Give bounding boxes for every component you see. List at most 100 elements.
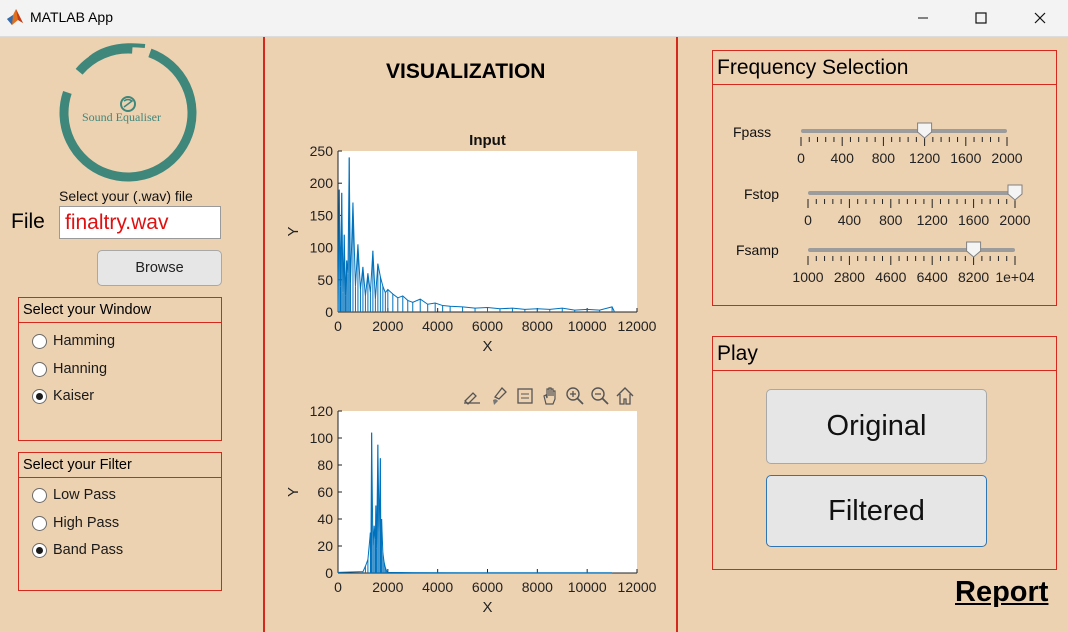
y-tick-label: 120 xyxy=(310,403,334,419)
input-chart[interactable]: Input 0 2000 4000 6000 8000 10000 12000 0 50 100 15… xyxy=(280,125,660,360)
slider-tick-label: 2000 xyxy=(991,150,1022,166)
series-line xyxy=(337,157,616,313)
radio-kaiser[interactable]: Kaiser xyxy=(32,386,94,406)
x-tick-label: 6000 xyxy=(472,318,503,334)
logo: Sound Equaliser xyxy=(50,38,206,188)
frequency-group-title: Frequency Selection xyxy=(717,56,909,79)
y-tick-label: 250 xyxy=(310,143,334,159)
slider-fpass[interactable]: 0 400 800 1200 1600 2000 xyxy=(713,121,1053,171)
x-tick-label: 0 xyxy=(334,579,342,595)
matlab-icon xyxy=(7,9,23,25)
x-axis-label: X xyxy=(482,338,492,355)
slider-tick-label: 2000 xyxy=(999,212,1030,228)
radio-hamming[interactable]: Hamming xyxy=(32,331,115,351)
slider-tick-label: 6400 xyxy=(917,269,948,285)
play-group-title: Play xyxy=(717,342,758,365)
radio-label-kaiser: Kaiser xyxy=(53,388,95,404)
radio-button-hamming[interactable] xyxy=(32,333,47,349)
radio-button-high-pass[interactable] xyxy=(32,515,47,531)
filtered-button[interactable]: Filtered xyxy=(766,475,987,547)
y-tick-label: 200 xyxy=(310,175,334,191)
x-tick-label: 12000 xyxy=(618,579,657,595)
x-tick-label: 8000 xyxy=(522,579,553,595)
maximize-icon xyxy=(975,12,987,24)
report-link[interactable]: Report xyxy=(955,576,1049,608)
slider-tick-label: 2800 xyxy=(834,269,865,285)
filter-group-header: Select your Filter xyxy=(19,453,221,478)
window-group-header: Select your Window xyxy=(19,298,221,323)
radio-button-hanning[interactable] xyxy=(32,361,47,377)
close-button[interactable] xyxy=(1017,0,1063,36)
home-icon[interactable] xyxy=(615,386,635,406)
minimize-button[interactable] xyxy=(900,0,946,36)
radio-label-hanning: Hanning xyxy=(53,361,108,377)
minimize-icon xyxy=(918,17,928,19)
y-tick-label: 150 xyxy=(310,207,334,223)
x-tick-label: 12000 xyxy=(618,318,657,334)
radio-label-high-pass: High Pass xyxy=(53,515,120,531)
x-tick-label: 8000 xyxy=(522,318,553,334)
window-group: Select your Window Hamming Hanning Kaise… xyxy=(18,297,222,441)
y-tick-label: 100 xyxy=(310,240,334,256)
y-tick-label: 0 xyxy=(325,304,333,320)
radio-label-hamming: Hamming xyxy=(53,333,116,349)
frequency-group-header: Frequency Selection xyxy=(713,51,1056,85)
window-group-title: Select your Window xyxy=(23,302,152,318)
zoom-out-icon[interactable] xyxy=(590,386,610,406)
axes-toolbar xyxy=(460,385,640,407)
slider-label-fstop: Fstop xyxy=(744,186,780,202)
radio-button-kaiser[interactable] xyxy=(32,388,47,404)
x-axis-label: X xyxy=(482,599,492,616)
slider-track xyxy=(808,248,1015,252)
slider-tick-label: 0 xyxy=(797,150,805,166)
x-tick-label: 2000 xyxy=(372,579,403,595)
logo-text: Sound Equaliser xyxy=(82,110,161,124)
right-divider xyxy=(676,37,678,632)
datatip-icon[interactable] xyxy=(515,386,535,406)
x-tick-label: 2000 xyxy=(372,318,403,334)
filter-group-title: Select your Filter xyxy=(23,457,132,473)
slider-tick-label: 1200 xyxy=(909,150,940,166)
radio-low-pass[interactable]: Low Pass xyxy=(32,485,116,505)
slider-tick-label: 400 xyxy=(838,212,862,228)
slider-tick-label: 8200 xyxy=(958,269,989,285)
slider-handle xyxy=(966,241,982,258)
brush-icon[interactable] xyxy=(490,386,510,406)
left-divider xyxy=(263,37,265,632)
slider-tick-label: 400 xyxy=(831,150,855,166)
radio-button-band-pass[interactable] xyxy=(32,542,47,558)
filter-group: Select your Filter Low Pass High Pass Ba… xyxy=(18,452,222,591)
output-chart[interactable]: 0 2000 4000 6000 8000 10000 12000 0 20 40 60 80 100 1… xyxy=(280,400,660,620)
export-icon[interactable] xyxy=(462,387,482,405)
slider-track xyxy=(808,191,1015,195)
x-tick-label: 6000 xyxy=(472,579,503,595)
plot-area xyxy=(338,411,637,573)
y-tick-label: 80 xyxy=(317,457,333,473)
slider-tick-label: 1600 xyxy=(958,212,989,228)
slider-fsamp[interactable]: 1000 2800 4600 6400 8200 1e+04 xyxy=(713,240,1053,290)
slider-fstop[interactable]: 0 400 800 1200 1600 2000 xyxy=(713,183,1053,233)
slider-label-fsamp: Fsamp xyxy=(736,242,779,258)
original-button[interactable]: Original xyxy=(766,389,987,464)
file-field[interactable]: finaltry.wav xyxy=(59,206,221,239)
x-tick-label: 10000 xyxy=(568,318,607,334)
radio-button-low-pass[interactable] xyxy=(32,487,47,503)
close-icon xyxy=(1034,12,1046,24)
browse-button-label: Browse xyxy=(135,260,184,276)
logo-ring xyxy=(59,43,197,182)
browse-button[interactable]: Browse xyxy=(97,250,222,286)
radio-band-pass[interactable]: Band Pass xyxy=(32,540,123,560)
y-axis-label: Y xyxy=(285,487,302,497)
file-label: File xyxy=(11,210,45,233)
maximize-button[interactable] xyxy=(958,0,1004,36)
zoom-in-icon[interactable] xyxy=(565,386,585,406)
radio-high-pass[interactable]: High Pass xyxy=(32,513,119,533)
play-group-header: Play xyxy=(713,337,1056,371)
x-tick-label: 4000 xyxy=(422,318,453,334)
pan-icon[interactable] xyxy=(540,386,560,406)
x-tick-label: 10000 xyxy=(568,579,607,595)
file-prompt: Select your (.wav) file xyxy=(59,188,193,204)
series-line xyxy=(337,432,613,574)
radio-hanning[interactable]: Hanning xyxy=(32,359,107,379)
slider-tick-label: 800 xyxy=(879,212,903,228)
